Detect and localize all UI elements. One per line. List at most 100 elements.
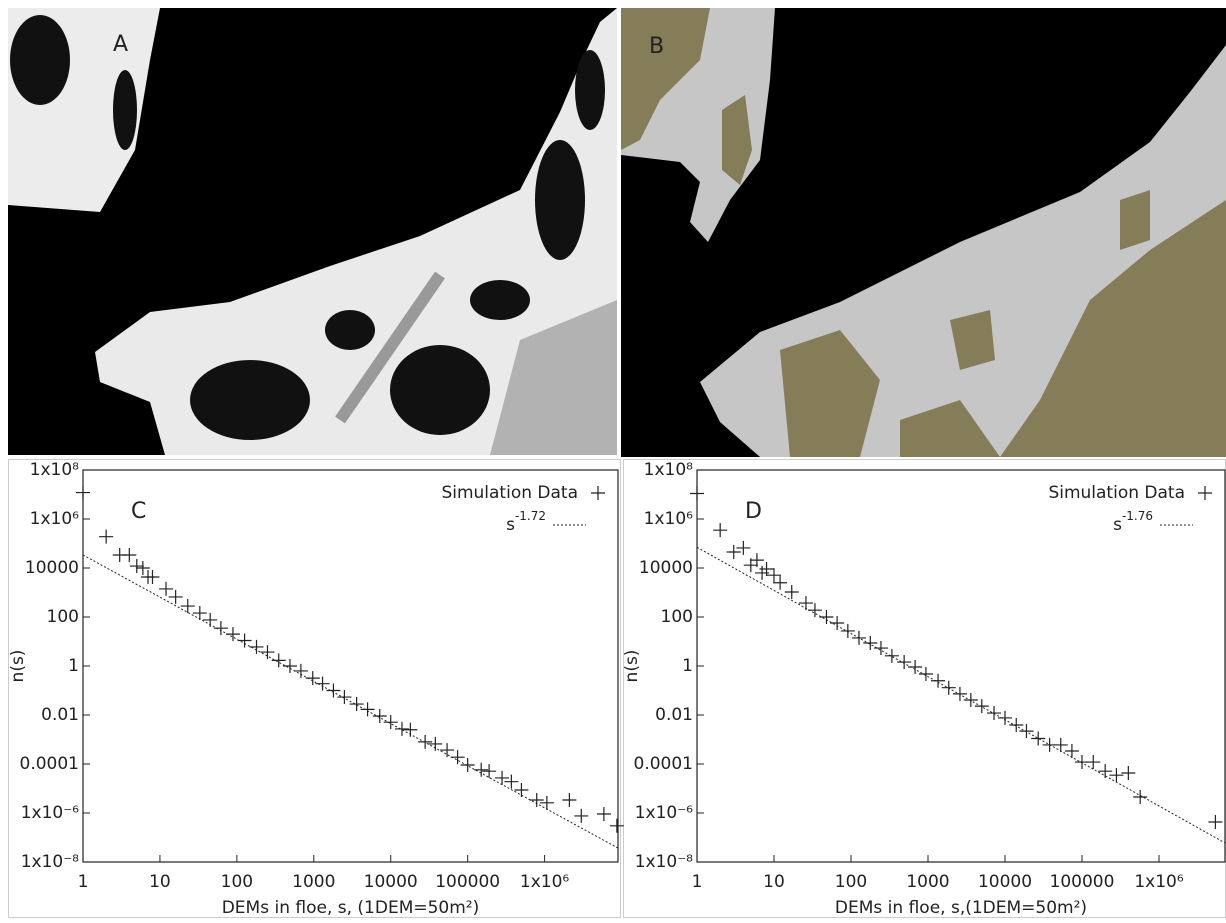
y-tick-label: 0.01 <box>41 705 79 725</box>
data-point <box>773 576 787 590</box>
x-tick-label: 1x10⁶ <box>520 872 570 892</box>
data-point <box>975 699 989 713</box>
data-point <box>819 610 833 624</box>
data-point <box>482 764 496 778</box>
data-point <box>931 674 945 688</box>
data-point <box>395 722 409 736</box>
data-point <box>1098 764 1112 778</box>
data-point <box>169 590 183 604</box>
data-point <box>428 737 442 751</box>
data-point <box>326 684 340 698</box>
data-point <box>785 585 799 599</box>
data-point <box>384 715 398 729</box>
data-point <box>504 775 518 789</box>
data-point <box>99 530 113 544</box>
data-point <box>830 616 844 630</box>
y-tick-label: 100 <box>661 607 693 627</box>
data-point <box>238 633 252 647</box>
data-point <box>130 559 144 573</box>
data-point <box>885 649 899 663</box>
data-point <box>1019 724 1033 738</box>
data-point <box>1109 768 1123 782</box>
data-point <box>461 758 475 772</box>
panel-frame <box>9 460 621 918</box>
x-tick-label: 1000 <box>292 872 335 892</box>
x-tick-label: 100 <box>221 872 253 892</box>
data-point <box>736 541 750 555</box>
y-tick-label: 1x10⁶ <box>644 509 694 529</box>
x-tick-label: 100000 <box>435 872 500 892</box>
data-point <box>495 771 509 785</box>
fit-line <box>83 555 618 848</box>
y-tick-label: 0.01 <box>655 705 693 725</box>
data-point <box>727 545 741 559</box>
data-point <box>919 667 933 681</box>
panel-a-image <box>8 8 617 455</box>
legend-label-exponent: -1.72 <box>515 509 546 523</box>
data-point <box>964 693 978 707</box>
y-axis-label: n(s) <box>8 650 28 683</box>
y-tick-label: 1x10⁻⁸ <box>21 852 79 872</box>
panel-label: A <box>113 32 128 57</box>
x-tick-label: 1 <box>78 872 89 892</box>
legend-label: s-1.76 <box>1113 509 1153 536</box>
data-point <box>713 523 727 537</box>
legend-label: Simulation Data <box>441 483 578 503</box>
plot-frame <box>697 470 1225 862</box>
data-point <box>159 582 173 596</box>
data-point <box>76 486 90 500</box>
panel-label: C <box>131 499 146 524</box>
x-tick-label: 10 <box>149 872 171 892</box>
data-point <box>597 807 611 821</box>
legend-label: s-1.72 <box>506 509 546 536</box>
y-tick-label: 1x10⁸ <box>30 460 80 480</box>
data-point <box>337 690 351 704</box>
panel-label: B <box>649 34 664 59</box>
data-point <box>1208 815 1222 829</box>
y-tick-label: 1x10⁻⁶ <box>21 803 79 823</box>
plot-frame <box>83 470 618 862</box>
y-tick-label: 1x10⁶ <box>30 509 80 529</box>
legend-label: Simulation Data <box>1048 483 1185 503</box>
x-tick-label: 10000 <box>364 872 418 892</box>
x-tick-label: 1x10⁶ <box>1134 872 1184 892</box>
legend-label-base: s <box>1113 515 1122 535</box>
y-tick-label: 0.0001 <box>634 754 693 774</box>
x-tick-label: 100000 <box>1050 872 1115 892</box>
data-point <box>316 677 330 691</box>
data-point <box>767 568 781 582</box>
y-tick-label: 10000 <box>25 558 79 578</box>
panel-label: D <box>745 499 762 524</box>
legend-marker <box>1198 486 1212 500</box>
x-tick-label: 10 <box>763 872 785 892</box>
data-point <box>690 486 704 500</box>
data-point <box>953 687 967 701</box>
data-point <box>440 743 454 757</box>
data-point <box>193 606 207 620</box>
data-point <box>1054 738 1068 752</box>
data-point <box>610 819 624 833</box>
data-point <box>562 793 576 807</box>
data-point <box>1133 790 1147 804</box>
y-tick-label: 1x10⁻⁸ <box>635 852 693 872</box>
x-tick-label: 1000 <box>906 872 949 892</box>
data-point <box>181 599 195 613</box>
data-point <box>841 624 855 638</box>
y-tick-label: 100 <box>47 607 79 627</box>
y-tick-label: 1 <box>682 656 693 676</box>
data-point <box>574 809 588 823</box>
fit-line <box>697 547 1225 843</box>
data-point <box>1009 718 1023 732</box>
figure: A B 1 10 100 1000 10000 100000 1x10⁶ 1x10⁻⁸ 1x10… <box>0 0 1226 919</box>
legend-marker <box>591 486 605 500</box>
y-axis-label: n(s) <box>622 650 642 683</box>
y-tick-label: 1x10⁻⁶ <box>635 803 693 823</box>
y-tick-label: 10000 <box>639 558 693 578</box>
y-tick-label: 1 <box>68 656 79 676</box>
data-point <box>373 709 387 723</box>
x-tick-label: 100 <box>835 872 867 892</box>
x-tick-label: 10000 <box>978 872 1032 892</box>
data-point <box>214 621 228 635</box>
data-point <box>122 548 136 562</box>
legend-label-exponent: -1.76 <box>1122 509 1153 523</box>
